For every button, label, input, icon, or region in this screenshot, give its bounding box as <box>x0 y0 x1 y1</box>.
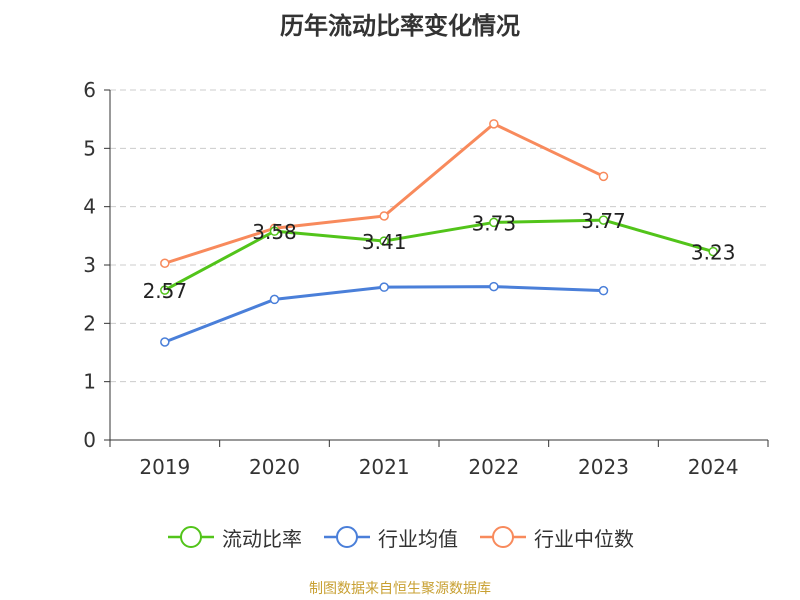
data-source-note: 制图数据来自恒生聚源数据库 <box>309 581 491 597</box>
x-tick-label: 2020 <box>249 455 300 479</box>
chart-title: 历年流动比率变化情况 <box>280 12 520 40</box>
y-tick-label: 6 <box>83 78 96 102</box>
y-tick-label: 0 <box>83 428 96 452</box>
legend-label: 行业均值 <box>378 526 458 551</box>
y-tick-label: 3 <box>83 253 96 277</box>
data-point-industry_median <box>379 211 389 221</box>
legend-item-current_ratio[interactable]: 流动比率 <box>166 523 302 552</box>
y-tick-label: 4 <box>83 195 96 219</box>
x-tick-label: 2021 <box>359 455 410 479</box>
data-point-industry_mean <box>379 282 389 292</box>
chart-legend: 流动比率 行业均值 行业中位数 <box>0 519 800 555</box>
data-point-industry_mean <box>269 294 280 305</box>
legend-line-marker-icon <box>324 526 370 548</box>
series-line-current_ratio <box>163 218 715 292</box>
legend-item-industry_mean[interactable]: 行业均值 <box>322 523 458 552</box>
data-point-industry_median <box>489 119 499 129</box>
data-point-current_ratio <box>598 215 609 225</box>
y-tick-label: 5 <box>83 136 96 160</box>
x-tick-label: 2023 <box>578 455 629 479</box>
data-point-industry_mean <box>598 285 609 296</box>
data-point-industry_median <box>160 258 170 268</box>
legend-label: 流动比率 <box>222 526 302 551</box>
legend-label: 行业中位数 <box>534 526 634 551</box>
data-label: 2.57 <box>143 279 188 303</box>
legend-item-industry_median[interactable]: 行业中位数 <box>478 523 634 552</box>
x-tick-label: 2022 <box>468 455 519 479</box>
data-point-industry_median <box>598 171 609 182</box>
data-label: 3.77 <box>581 209 626 233</box>
data-label: 3.23 <box>691 241 736 265</box>
data-point-industry_mean <box>489 281 499 292</box>
data-point-industry_mean <box>160 337 170 347</box>
legend-line-marker-icon <box>168 526 214 548</box>
legend-line-marker-icon <box>480 526 526 548</box>
series-line-industry_mean <box>163 285 605 344</box>
data-label: 3.73 <box>472 211 517 235</box>
y-tick-label: 2 <box>83 311 96 335</box>
data-point-current_ratio <box>269 226 280 236</box>
data-point-current_ratio <box>160 285 170 295</box>
data-label: 3.58 <box>252 220 297 244</box>
y-tick-label: 1 <box>83 370 96 394</box>
data-point-current_ratio <box>379 236 389 246</box>
data-label: 3.41 <box>362 230 407 254</box>
x-tick-label: 2019 <box>139 455 190 479</box>
data-point-current_ratio <box>708 246 718 257</box>
x-tick-label: 2024 <box>688 455 739 479</box>
data-point-current_ratio <box>489 217 499 228</box>
